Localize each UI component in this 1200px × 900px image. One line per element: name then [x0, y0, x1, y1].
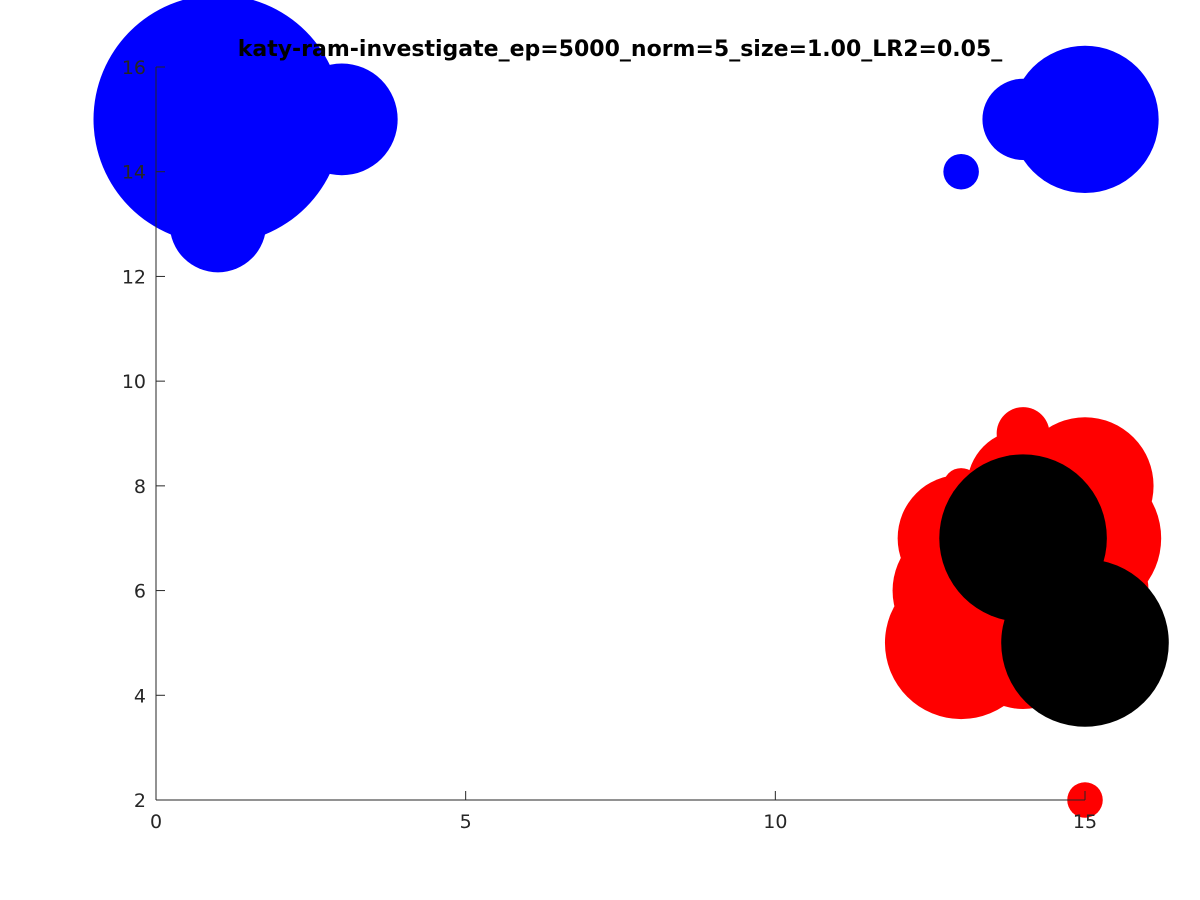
y-tick-label: 2 — [134, 790, 146, 812]
y-tick-label: 8 — [134, 476, 146, 498]
x-tick-label: 15 — [1073, 811, 1097, 833]
bubble-point — [251, 143, 308, 200]
chart-title: katy-ram-investigate_ep=5000_norm=5_size… — [238, 37, 1003, 62]
y-tick-label: 14 — [122, 162, 146, 184]
axes: 0 5 10 15 2 4 6 8 10 12 14 16 — [122, 57, 1097, 833]
bubble-point — [285, 63, 398, 176]
x-axis-ticks: 0 5 10 15 — [150, 791, 1097, 833]
x-tick-label: 0 — [150, 811, 162, 833]
bubble-layer — [93, 0, 1169, 818]
y-axis-ticks: 2 4 6 8 10 12 14 16 — [122, 57, 165, 812]
bubble-point — [169, 175, 267, 273]
y-tick-label: 16 — [122, 57, 146, 79]
bubble-point — [1001, 559, 1169, 727]
y-tick-label: 10 — [122, 371, 146, 393]
y-tick-label: 6 — [134, 581, 146, 603]
x-tick-label: 10 — [763, 811, 787, 833]
x-tick-label: 5 — [460, 811, 472, 833]
bubble-point — [943, 153, 979, 190]
y-tick-label: 12 — [122, 266, 146, 288]
y-tick-label: 4 — [134, 685, 146, 707]
bubble-point — [1011, 45, 1159, 193]
